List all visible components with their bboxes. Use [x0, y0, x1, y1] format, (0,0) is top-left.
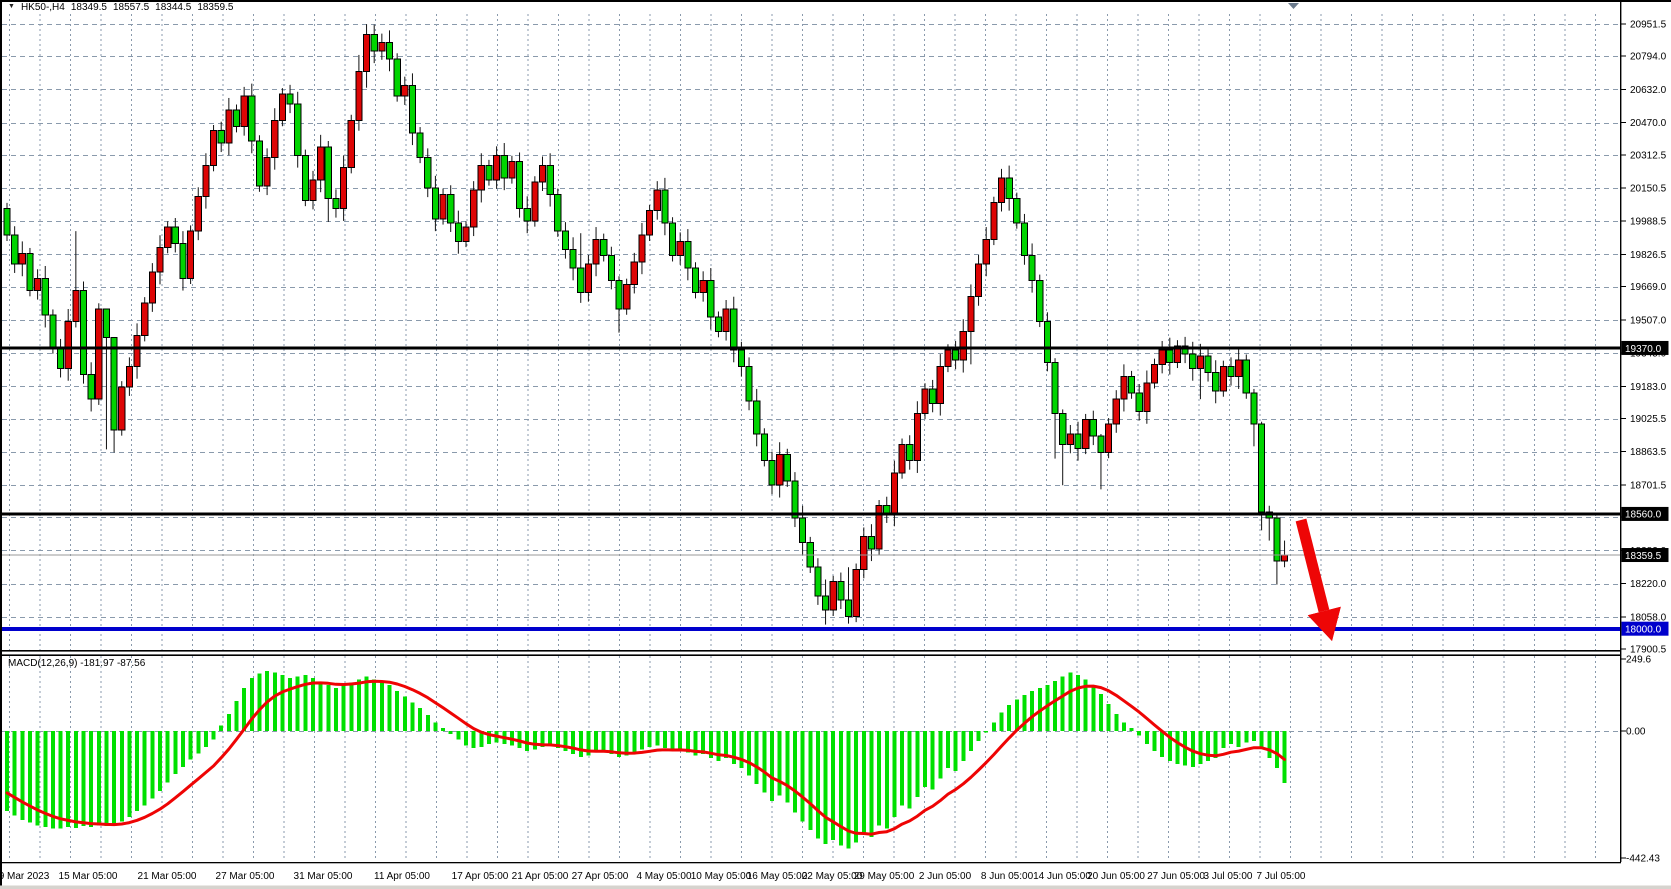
svg-text:18058.0: 18058.0: [1630, 612, 1667, 623]
svg-text:21 Mar 05:00: 21 Mar 05:00: [138, 871, 197, 882]
svg-text:19669.0: 19669.0: [1630, 282, 1667, 293]
bottom-strip: [0, 885, 1671, 889]
svg-text:20 Jun 05:00: 20 Jun 05:00: [1087, 871, 1145, 882]
svg-text:22 May 05:00: 22 May 05:00: [802, 871, 863, 882]
svg-text:31 Mar 05:00: 31 Mar 05:00: [294, 871, 353, 882]
horizontal-line-objects[interactable]: [2, 346, 1620, 631]
svg-text:27 Jun 05:00: 27 Jun 05:00: [1147, 871, 1205, 882]
ohlc-open: 18349.5: [70, 2, 107, 13]
svg-text:3 Jul 05:00: 3 Jul 05:00: [1204, 871, 1253, 882]
svg-text:17 Apr 05:00: 17 Apr 05:00: [452, 871, 509, 882]
svg-text:19826.5: 19826.5: [1630, 250, 1667, 261]
ohlc-low: 18344.5: [155, 2, 192, 13]
svg-text:19183.0: 19183.0: [1630, 382, 1667, 393]
svg-text:20470.0: 20470.0: [1630, 118, 1667, 129]
svg-text:9 Mar 2023: 9 Mar 2023: [0, 871, 50, 882]
svg-text:0.00: 0.00: [1626, 727, 1646, 738]
svg-text:19988.5: 19988.5: [1630, 217, 1667, 228]
price-label-support: [1621, 621, 1669, 636]
svg-text:7 Jul 05:00: 7 Jul 05:00: [1257, 871, 1306, 882]
svg-text:8 Jun 05:00: 8 Jun 05:00: [981, 871, 1034, 882]
svg-text:29 May 05:00: 29 May 05:00: [854, 871, 915, 882]
symbol-dropdown-icon[interactable]: ▼: [8, 3, 15, 10]
svg-text:2 Jun 05:00: 2 Jun 05:00: [919, 871, 972, 882]
ohlc-high: 18557.5: [113, 2, 150, 13]
chart-title: ▼ HK50-,H4 18349.5 18557.5 18344.5 18359…: [8, 2, 233, 13]
symbol-period-label: HK50-,H4: [20, 2, 65, 13]
price-label-level: [1621, 506, 1669, 521]
macd-axis[interactable]: 249.6 0.00 -442.43: [1620, 654, 1660, 864]
svg-text:18560.0: 18560.0: [1625, 510, 1662, 521]
candlestick-series: [3, 24, 1289, 625]
svg-text:18863.5: 18863.5: [1630, 447, 1667, 458]
svg-text:27 Mar 05:00: 27 Mar 05:00: [216, 871, 275, 882]
macd-signal-line: [5, 679, 1286, 836]
price-label-level: [1621, 340, 1669, 355]
macd-indicator-label: MACD(12,26,9) -181.97 -87.56: [8, 658, 146, 669]
svg-text:11 Apr 05:00: 11 Apr 05:00: [374, 871, 430, 882]
svg-text:20794.0: 20794.0: [1630, 52, 1667, 63]
svg-text:20951.5: 20951.5: [1630, 19, 1667, 30]
chart-position-marker-icon: [1288, 3, 1299, 9]
macd-histogram: [5, 670, 1287, 849]
svg-text:10 May 05:00: 10 May 05:00: [691, 871, 752, 882]
svg-text:14 Jun 05:00: 14 Jun 05:00: [1033, 871, 1091, 882]
svg-text:20150.5: 20150.5: [1630, 184, 1667, 195]
svg-text:18000.0: 18000.0: [1625, 624, 1662, 635]
price-axis[interactable]: 20951.5 20794.0 20632.0 20470.0 20312.5 20150…: [1620, 19, 1669, 656]
svg-text:-442.43: -442.43: [1626, 853, 1660, 864]
svg-text:19025.5: 19025.5: [1630, 414, 1667, 425]
ohlc-close: 18359.5: [197, 2, 234, 13]
svg-text:18220.0: 18220.0: [1630, 579, 1667, 590]
svg-text:249.6: 249.6: [1626, 654, 1651, 665]
svg-text:18359.5: 18359.5: [1625, 551, 1662, 562]
svg-text:20632.0: 20632.0: [1630, 85, 1667, 96]
svg-text:16 May 05:00: 16 May 05:00: [747, 871, 808, 882]
svg-text:19370.0: 19370.0: [1625, 344, 1662, 355]
svg-text:27 Apr 05:00: 27 Apr 05:00: [572, 871, 629, 882]
svg-text:21 Apr 05:00: 21 Apr 05:00: [512, 871, 569, 882]
svg-text:17900.5: 17900.5: [1630, 645, 1667, 656]
trend-arrow[interactable]: [1295, 518, 1341, 641]
svg-text:4 May 05:00: 4 May 05:00: [636, 871, 691, 882]
date-axis[interactable]: 9 Mar 2023 15 Mar 05:00 21 Mar 05:00 27 Mar…: [0, 871, 1306, 882]
svg-text:15 Mar 05:00: 15 Mar 05:00: [59, 871, 118, 882]
svg-text:19507.0: 19507.0: [1630, 315, 1667, 326]
price-label-current: [1621, 548, 1669, 563]
svg-text:18701.5: 18701.5: [1630, 480, 1667, 491]
svg-text:20312.5: 20312.5: [1630, 150, 1667, 161]
